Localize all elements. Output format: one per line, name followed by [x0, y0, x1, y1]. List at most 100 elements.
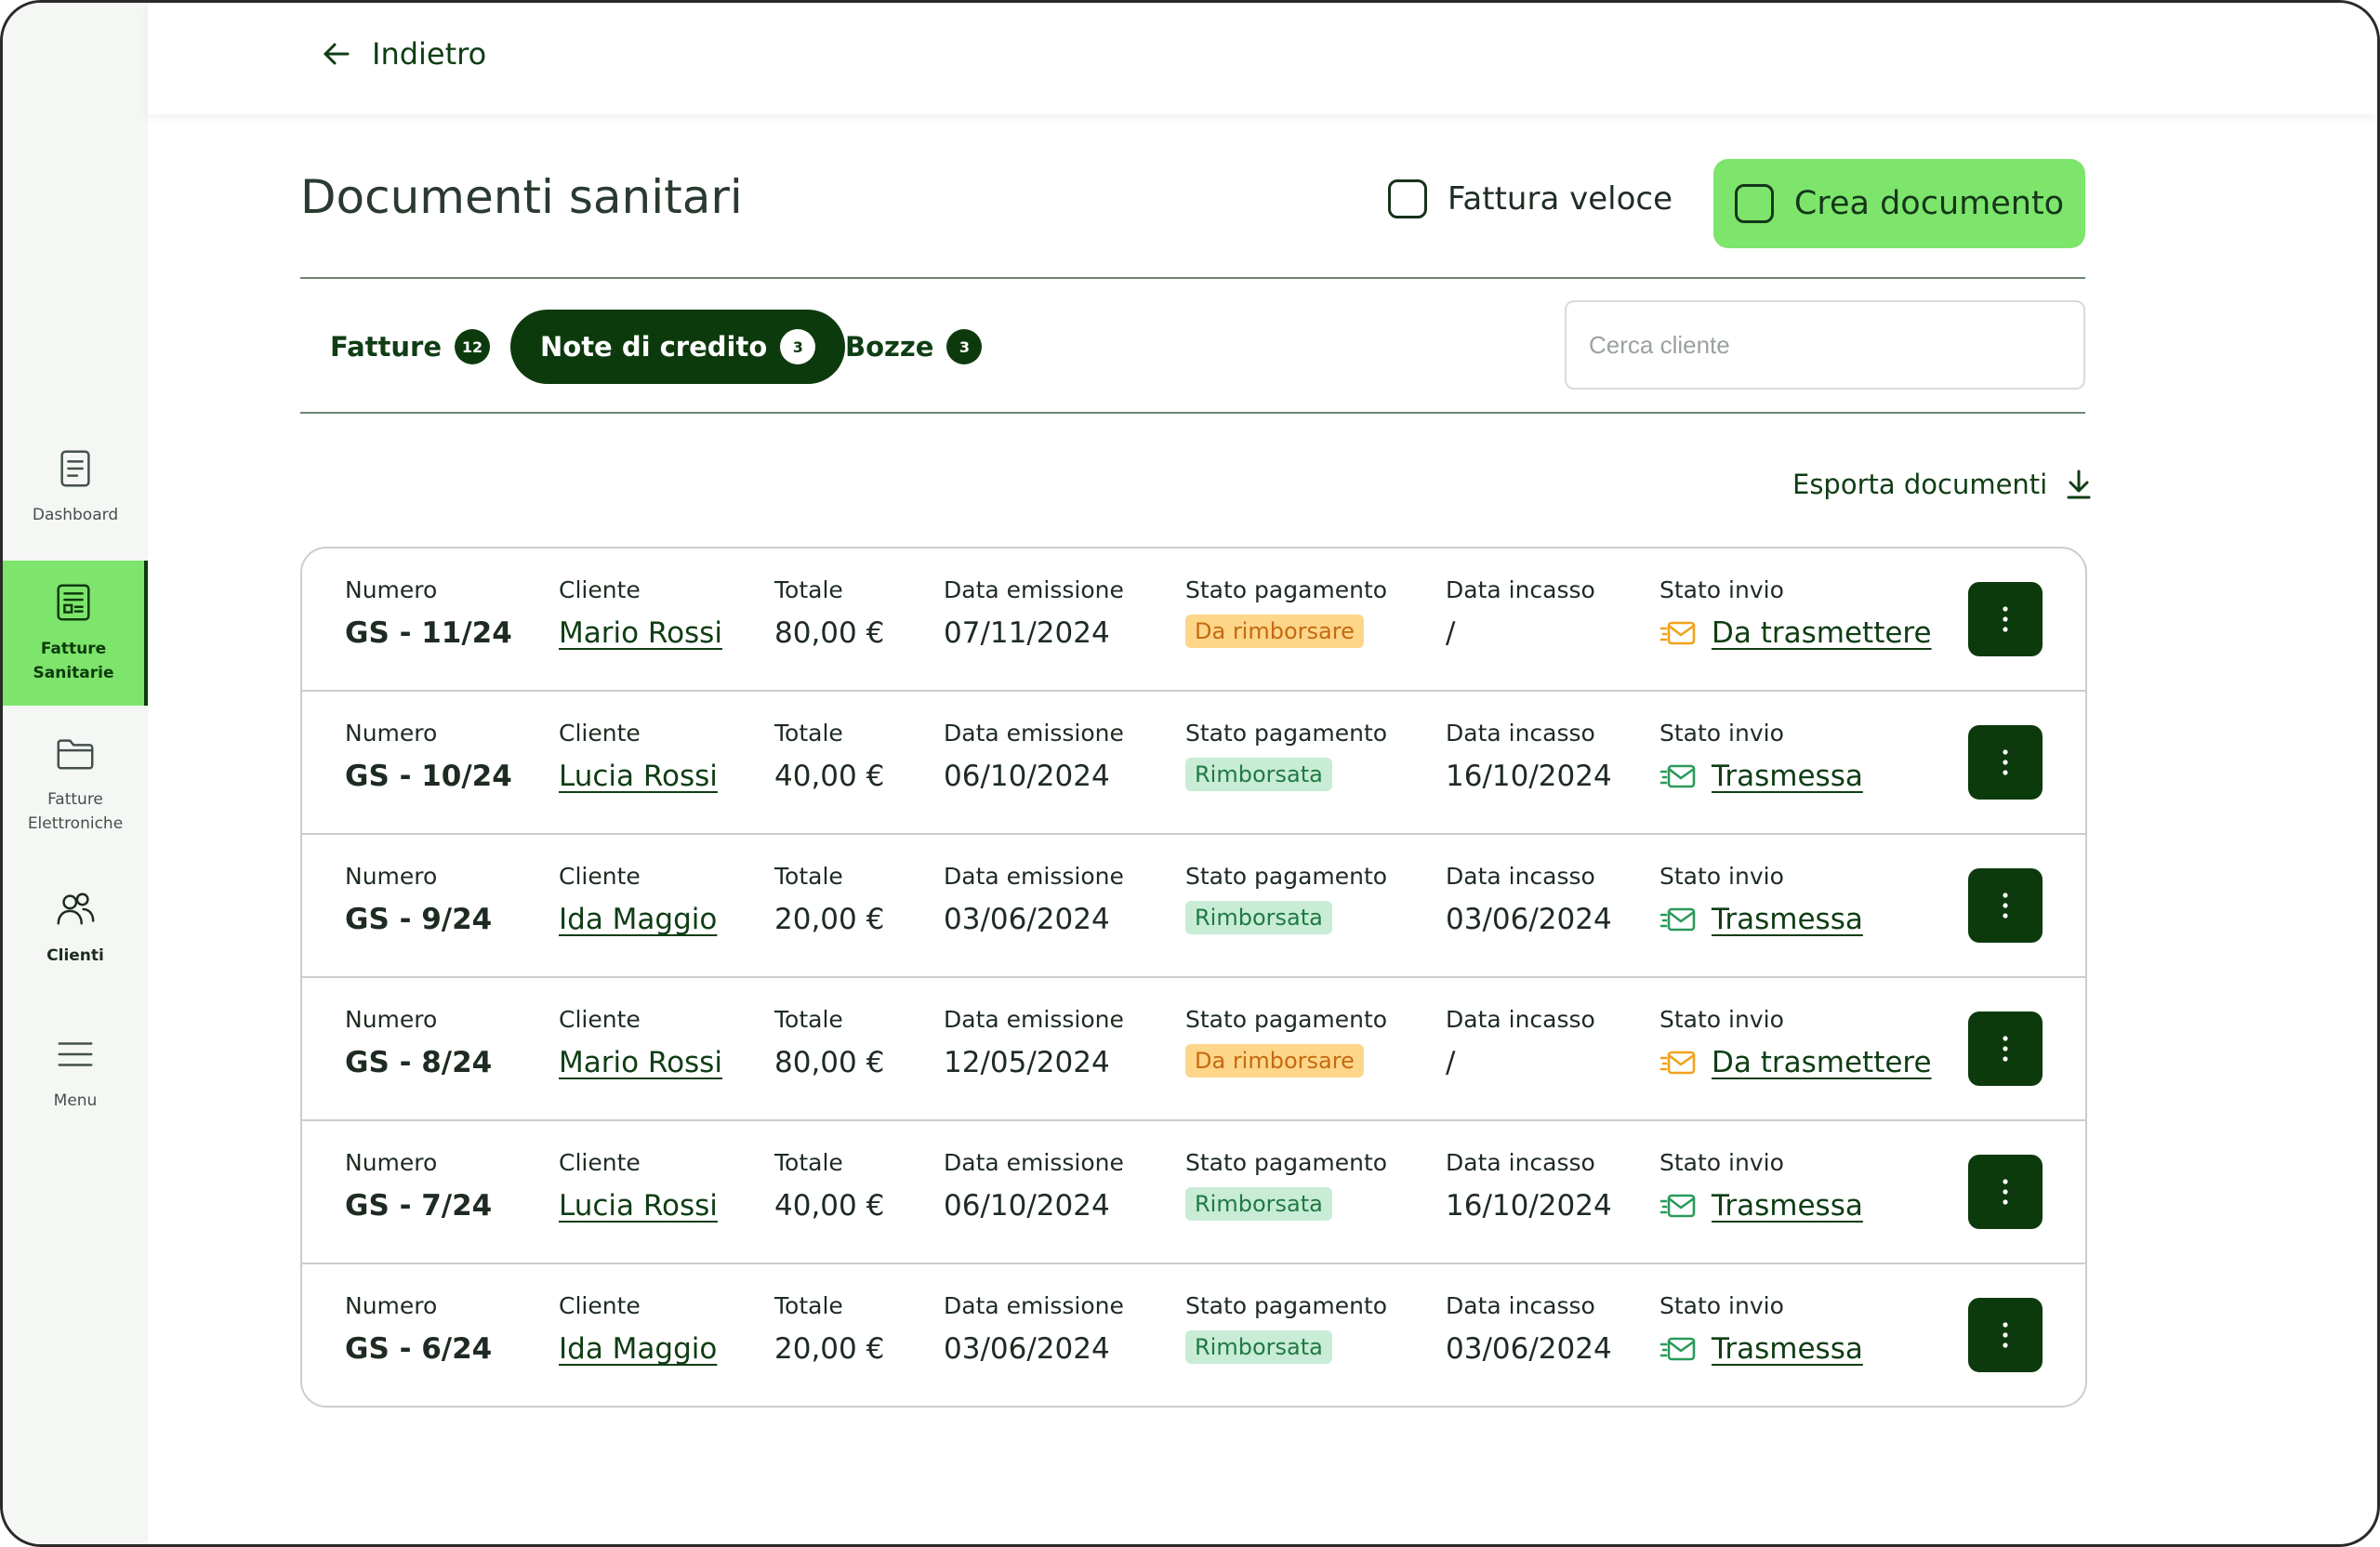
sidebar-item-fatture-sanitarie[interactable]: Fatture Sanitarie: [3, 561, 148, 706]
payment-status-badge: Rimborsata: [1185, 758, 1332, 791]
more-vertical-icon: [2003, 749, 2008, 775]
send-status-link[interactable]: Da trasmettere: [1712, 1046, 1932, 1079]
payment-status-badge: Da rimborsare: [1185, 1044, 1364, 1078]
send-status-link[interactable]: Trasmessa: [1712, 1189, 1863, 1223]
documents-table: Numero GS - 11/24 Cliente Mario Rossi Totale…: [300, 547, 2087, 1408]
sidebar-item-clienti[interactable]: Clienti: [3, 877, 148, 979]
client-link[interactable]: Mario Rossi: [559, 616, 722, 650]
cell-numero: Numero GS - 6/24: [345, 1292, 492, 1366]
total-amount: 80,00 €: [774, 1046, 885, 1079]
arrow-left-icon: [324, 43, 350, 65]
column-label: Cliente: [559, 863, 641, 890]
payment-status-badge: Da rimborsare: [1185, 615, 1364, 648]
column-label: Numero: [345, 720, 438, 747]
send-status-link[interactable]: Trasmessa: [1712, 1332, 1863, 1366]
sidebar: Dashboard Fatture Sanitarie Fatture Elet…: [3, 3, 148, 1544]
column-label: Totale: [774, 720, 843, 747]
cell-totale: Totale 80,00 €: [774, 1006, 884, 1079]
column-label: Cliente: [559, 576, 641, 603]
cell-stato-pagamento: Stato pagamento Da rimborsare: [1185, 576, 1387, 648]
sidebar-item-label: Menu: [53, 1091, 98, 1110]
client-link[interactable]: Lucia Rossi: [559, 1189, 718, 1223]
row-actions-button[interactable]: [1968, 582, 2043, 656]
cell-stato-invio: Stato invio Da trasmettere: [1659, 576, 1932, 650]
sidebar-item-fatture-elettroniche[interactable]: Fatture Elettroniche: [3, 728, 148, 840]
client-link[interactable]: Lucia Rossi: [559, 760, 718, 793]
send-status-link[interactable]: Da trasmettere: [1712, 616, 1932, 650]
cell-cliente: Cliente Mario Rossi: [559, 576, 722, 650]
send-status-link[interactable]: Trasmessa: [1712, 903, 1863, 936]
column-label: Totale: [774, 1292, 843, 1319]
row-actions-button[interactable]: [1968, 868, 2043, 943]
table-row: Numero GS - 9/24 Cliente Ida Maggio Totale 20…: [302, 835, 2085, 978]
cell-numero: Numero GS - 7/24: [345, 1149, 492, 1223]
issue-date: 03/06/2024: [944, 903, 1110, 936]
column-label: Stato pagamento: [1185, 720, 1388, 747]
export-label: Esporta documenti: [1792, 469, 2048, 500]
column-label: Data emissione: [944, 1006, 1124, 1033]
mail-send-icon: [1659, 764, 1696, 788]
tab-bozze[interactable]: Bozze 3: [845, 310, 983, 384]
column-label: Stato invio: [1659, 576, 1784, 603]
column-label: Stato pagamento: [1185, 1149, 1388, 1176]
tab-note-di-credito[interactable]: Note di credito 3: [510, 310, 846, 384]
send-status: Trasmessa: [1659, 1332, 1863, 1366]
column-label: Data incasso: [1446, 720, 1595, 747]
back-label: Indietro: [372, 36, 487, 72]
client-link[interactable]: Ida Maggio: [559, 903, 718, 936]
client-link[interactable]: Mario Rossi: [559, 1046, 722, 1079]
cell-data-emissione: Data emissione 06/10/2024: [944, 1149, 1124, 1223]
search-client-input[interactable]: [1565, 300, 2085, 390]
create-document-label: Crea documento: [1793, 185, 2065, 222]
export-documents-button[interactable]: Esporta documenti: [1792, 468, 2096, 501]
column-label: Data incasso: [1446, 1006, 1595, 1033]
send-status-link[interactable]: Trasmessa: [1712, 760, 1863, 793]
cell-totale: Totale 20,00 €: [774, 1292, 884, 1366]
cell-cliente: Cliente Ida Maggio: [559, 863, 717, 936]
total-amount: 20,00 €: [774, 1332, 885, 1366]
column-label: Stato pagamento: [1185, 1292, 1388, 1319]
cell-stato-invio: Stato invio Trasmessa: [1659, 720, 1863, 793]
mail-send-icon: [1659, 907, 1696, 932]
create-document-button[interactable]: Crea documento: [1713, 159, 2085, 248]
column-label: Stato pagamento: [1185, 863, 1388, 890]
cell-stato-pagamento: Stato pagamento Da rimborsare: [1185, 1006, 1387, 1078]
sidebar-item-menu[interactable]: Menu: [3, 1022, 148, 1124]
row-actions-button[interactable]: [1968, 1012, 2043, 1086]
cell-stato-invio: Stato invio Trasmessa: [1659, 1149, 1863, 1223]
mail-send-icon: [1659, 1194, 1696, 1218]
more-vertical-icon: [2003, 1036, 2008, 1062]
cell-numero: Numero GS - 11/24: [345, 576, 512, 650]
client-link[interactable]: Ida Maggio: [559, 1332, 718, 1366]
table-row: Numero GS - 7/24 Cliente Lucia Rossi Totale 4…: [302, 1121, 2085, 1264]
folder-icon: [57, 739, 94, 770]
cell-data-emissione: Data emissione 03/06/2024: [944, 863, 1124, 936]
cell-stato-pagamento: Stato pagamento Rimborsata: [1185, 1149, 1387, 1221]
cell-stato-pagamento: Stato pagamento Rimborsata: [1185, 863, 1387, 934]
back-button[interactable]: Indietro: [320, 36, 486, 72]
tab-label: Bozze: [845, 331, 934, 363]
document-number: GS - 6/24: [345, 1332, 493, 1366]
column-label: Stato invio: [1659, 720, 1784, 747]
row-actions-button[interactable]: [1968, 725, 2043, 800]
sidebar-item-label: Fatture Sanitarie: [33, 640, 114, 682]
tab-fatture[interactable]: Fatture 12: [330, 310, 491, 384]
cell-data-incasso: Data incasso 03/06/2024: [1446, 863, 1612, 936]
cell-data-incasso: Data incasso /: [1446, 576, 1595, 650]
document-number: GS - 7/24: [345, 1189, 493, 1223]
row-actions-button[interactable]: [1968, 1155, 2043, 1229]
total-amount: 80,00 €: [774, 616, 885, 650]
divider: [300, 277, 2085, 279]
tab-count-badge: 12: [455, 329, 491, 364]
cell-totale: Totale 80,00 €: [774, 576, 884, 650]
collection-date: 03/06/2024: [1446, 903, 1612, 936]
cell-stato-invio: Stato invio Da trasmettere: [1659, 1006, 1932, 1079]
column-label: Cliente: [559, 1006, 641, 1033]
mail-send-icon: [1659, 621, 1696, 645]
tab-label: Fatture: [330, 331, 443, 363]
row-actions-button[interactable]: [1968, 1298, 2043, 1372]
quick-invoice-toggle[interactable]: Fattura veloce: [1388, 179, 1673, 218]
sidebar-item-dashboard[interactable]: Dashboard: [3, 436, 148, 538]
table-row: Numero GS - 11/24 Cliente Mario Rossi Totale…: [302, 549, 2085, 692]
